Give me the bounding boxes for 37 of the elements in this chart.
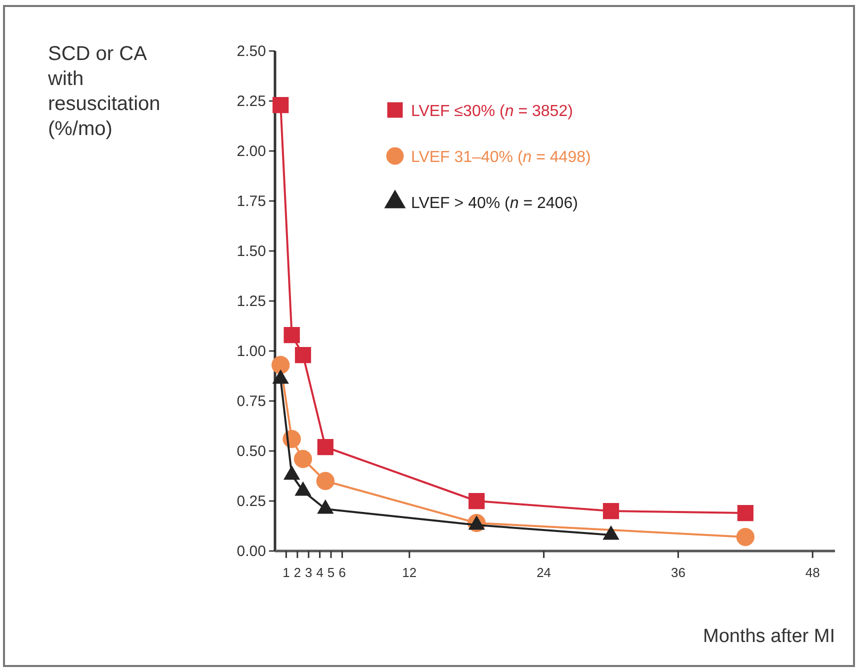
y-tick-label: 0.50	[236, 442, 266, 460]
y-tick-label: 0.00	[236, 542, 266, 560]
point	[317, 438, 334, 456]
point	[272, 356, 290, 374]
y-tick-label: 0.25	[236, 492, 266, 510]
point	[294, 450, 312, 468]
x-tick-label: 48	[805, 565, 820, 580]
x-tick-label: 6	[338, 565, 346, 580]
x-tick-label: 2	[294, 565, 302, 580]
y-tick-label: 0.75	[236, 392, 266, 410]
y-tick-label: 2.25	[236, 92, 266, 110]
point	[736, 528, 754, 546]
x-axis-title: Months after MI	[703, 626, 835, 647]
x-tick-label: 12	[402, 565, 417, 580]
x-tick-label: 1	[282, 565, 290, 580]
y-axis-title: SCD or CA with resuscitation (%/mo)	[47, 43, 160, 140]
y-tick-label: 1.25	[236, 292, 266, 310]
x-tick-label: 5	[327, 565, 335, 580]
y-tick-label: 1.75	[236, 192, 266, 210]
point	[737, 504, 754, 522]
y-tick-label: 1.00	[236, 342, 266, 360]
legend-label: LVEF ≤30% (n = 3852)	[411, 103, 573, 120]
point	[284, 326, 300, 344]
point	[602, 502, 620, 520]
point	[316, 472, 334, 490]
y-tick-label: 2.50	[236, 42, 266, 60]
y-tick-label: 2.00	[236, 142, 266, 160]
point	[294, 346, 312, 364]
x-tick-label: 24	[536, 565, 552, 580]
x-tick-label: 3	[304, 565, 312, 580]
x-tick-label: 36	[670, 565, 686, 580]
point	[272, 96, 289, 114]
x-tick-label: 4	[316, 565, 324, 580]
y-tick-label: 1.50	[236, 242, 266, 260]
point	[468, 492, 485, 510]
legend-label: LVEF > 40% (n = 2406)	[411, 195, 578, 212]
legend-label: LVEF 31–40% (n = 4498)	[411, 149, 591, 166]
